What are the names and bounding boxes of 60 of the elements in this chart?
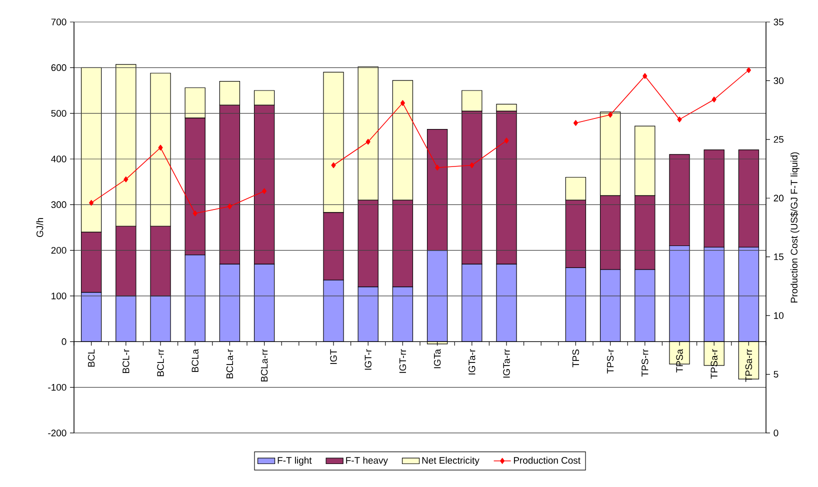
x-tick-label: TPSa-r — [710, 349, 718, 379]
point — [642, 73, 648, 79]
point — [712, 96, 716, 102]
legend-label: Net Electricity — [422, 456, 480, 466]
legend-label: F-T heavy — [346, 456, 388, 466]
point — [89, 200, 94, 206]
y2-tick-label: 30 — [774, 77, 784, 84]
point — [504, 138, 509, 144]
point — [192, 210, 198, 216]
y2-tick-label: 5 — [774, 370, 778, 378]
x-tick-label: BCL — [88, 349, 95, 367]
x-tick-label: IGT-r — [364, 349, 372, 370]
x-tick-label: TPS — [572, 349, 580, 368]
y2-axis-title: Production Cost (US$/GJ F-T liquid) — [790, 152, 800, 302]
y-tick-label: 200 — [51, 246, 66, 254]
point — [435, 164, 440, 170]
y-axis-title: GJ/h — [36, 218, 44, 238]
y-tick-label: 300 — [51, 201, 66, 208]
y-tick-label: 400 — [51, 156, 66, 162]
y2-tick-label: 15 — [774, 254, 784, 260]
point — [746, 67, 751, 74]
x-tick-label: TPSa — [676, 349, 683, 372]
point — [608, 112, 613, 118]
legend-label: F-T light — [278, 456, 312, 466]
x-tick-label: IGT-rr — [399, 349, 406, 373]
point — [470, 162, 474, 168]
point — [227, 203, 232, 210]
x-tick-label: TPS-r — [606, 349, 614, 374]
y2-tick-label: 25 — [774, 136, 784, 143]
y-tick-label: 600 — [51, 64, 66, 72]
y-tick-label: 500 — [51, 110, 66, 117]
point — [400, 100, 405, 106]
x-tick-label: BCLa-r — [226, 349, 234, 378]
point — [366, 138, 370, 145]
x-tick-label: BCLa — [192, 349, 198, 372]
x-tick-label: IGTa — [434, 348, 441, 368]
y2-tick-label: 20 — [774, 194, 784, 202]
y-tick-label: 100 — [52, 292, 66, 300]
point — [158, 144, 163, 151]
point — [573, 120, 578, 126]
x-tick-label: BCLa-rr — [260, 349, 268, 382]
point — [124, 176, 128, 182]
y-tick-label: 700 — [51, 18, 66, 26]
y2-tick-label: 35 — [774, 18, 784, 26]
x-tick-label: BCL-r — [122, 349, 130, 373]
point — [262, 188, 267, 194]
y-tick-label: -200 — [48, 430, 66, 436]
point — [677, 116, 682, 122]
x-tick-label: IGT — [330, 349, 337, 364]
x-tick-label: IGTa-r — [468, 349, 476, 374]
x-tick-label: BCL-rr — [157, 349, 164, 376]
x-tick-label: IGTa-rr — [503, 349, 510, 378]
y-tick-label: 0 — [62, 338, 66, 346]
x-tick-label: TPSa-rr — [745, 349, 752, 382]
y2-tick-label: 0 — [774, 430, 778, 436]
x-tick-label: TPS-rr — [642, 349, 648, 377]
legend-label: Production Cost — [514, 456, 580, 464]
y-tick-label: -100 — [48, 384, 66, 391]
y2-tick-label: 10 — [774, 312, 784, 319]
point — [331, 162, 336, 168]
